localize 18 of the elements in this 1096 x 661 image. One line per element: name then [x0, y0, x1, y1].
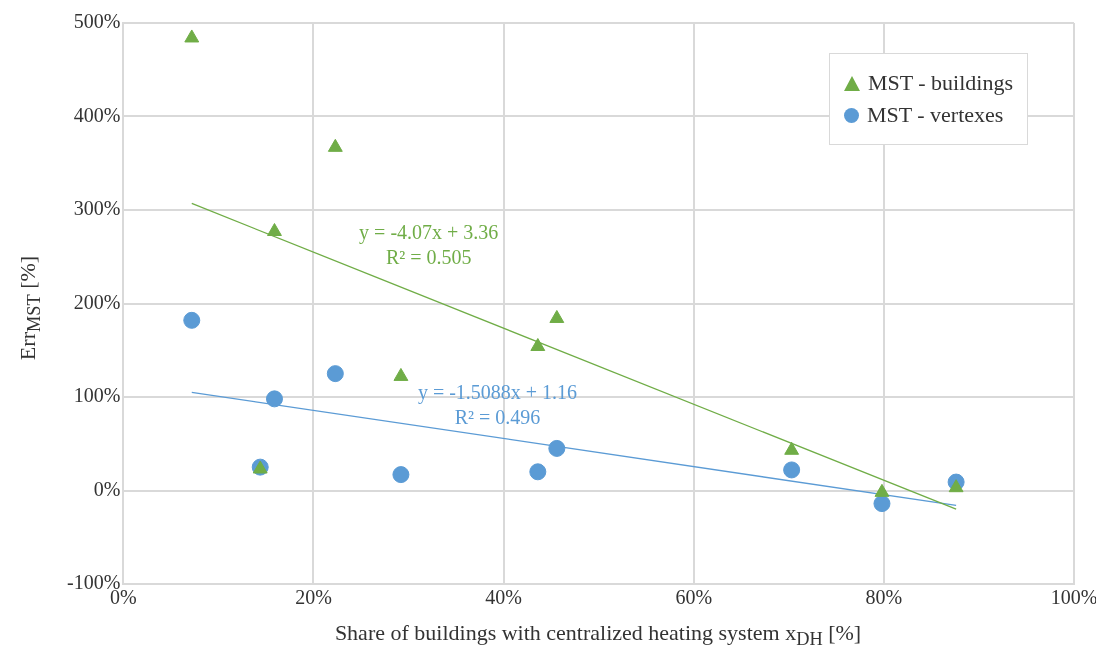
legend-label: MST - buildings [867, 70, 1013, 96]
y-tick-label: 200% [73, 290, 121, 313]
y-tick-label: 400% [73, 103, 121, 126]
x-tick-label: 100% [1050, 586, 1096, 609]
y-tick-label: 100% [73, 384, 121, 407]
x-tick-label: 20% [295, 586, 332, 609]
y-tick-label: 300% [73, 197, 121, 220]
annotation: y = -1.5088x + 1.16 [417, 380, 578, 404]
x-tick-label: 60% [675, 586, 713, 609]
legend-label: MST - vertexes [866, 102, 1004, 128]
annotation: y = -4.07x + 3.36 [359, 221, 499, 245]
y-tick-label: 500% [73, 10, 121, 33]
annotation: R² = 0.496 [454, 405, 541, 428]
x-tick-label: 40% [485, 586, 522, 609]
annotation: R² = 0.505 [385, 246, 472, 269]
x-axis-title: Share of buildings with centralized heating system x$_{DH}$ [%] [334, 620, 862, 651]
x-tick-label: 80% [865, 586, 903, 609]
y-tick-label: 0% [93, 477, 121, 500]
